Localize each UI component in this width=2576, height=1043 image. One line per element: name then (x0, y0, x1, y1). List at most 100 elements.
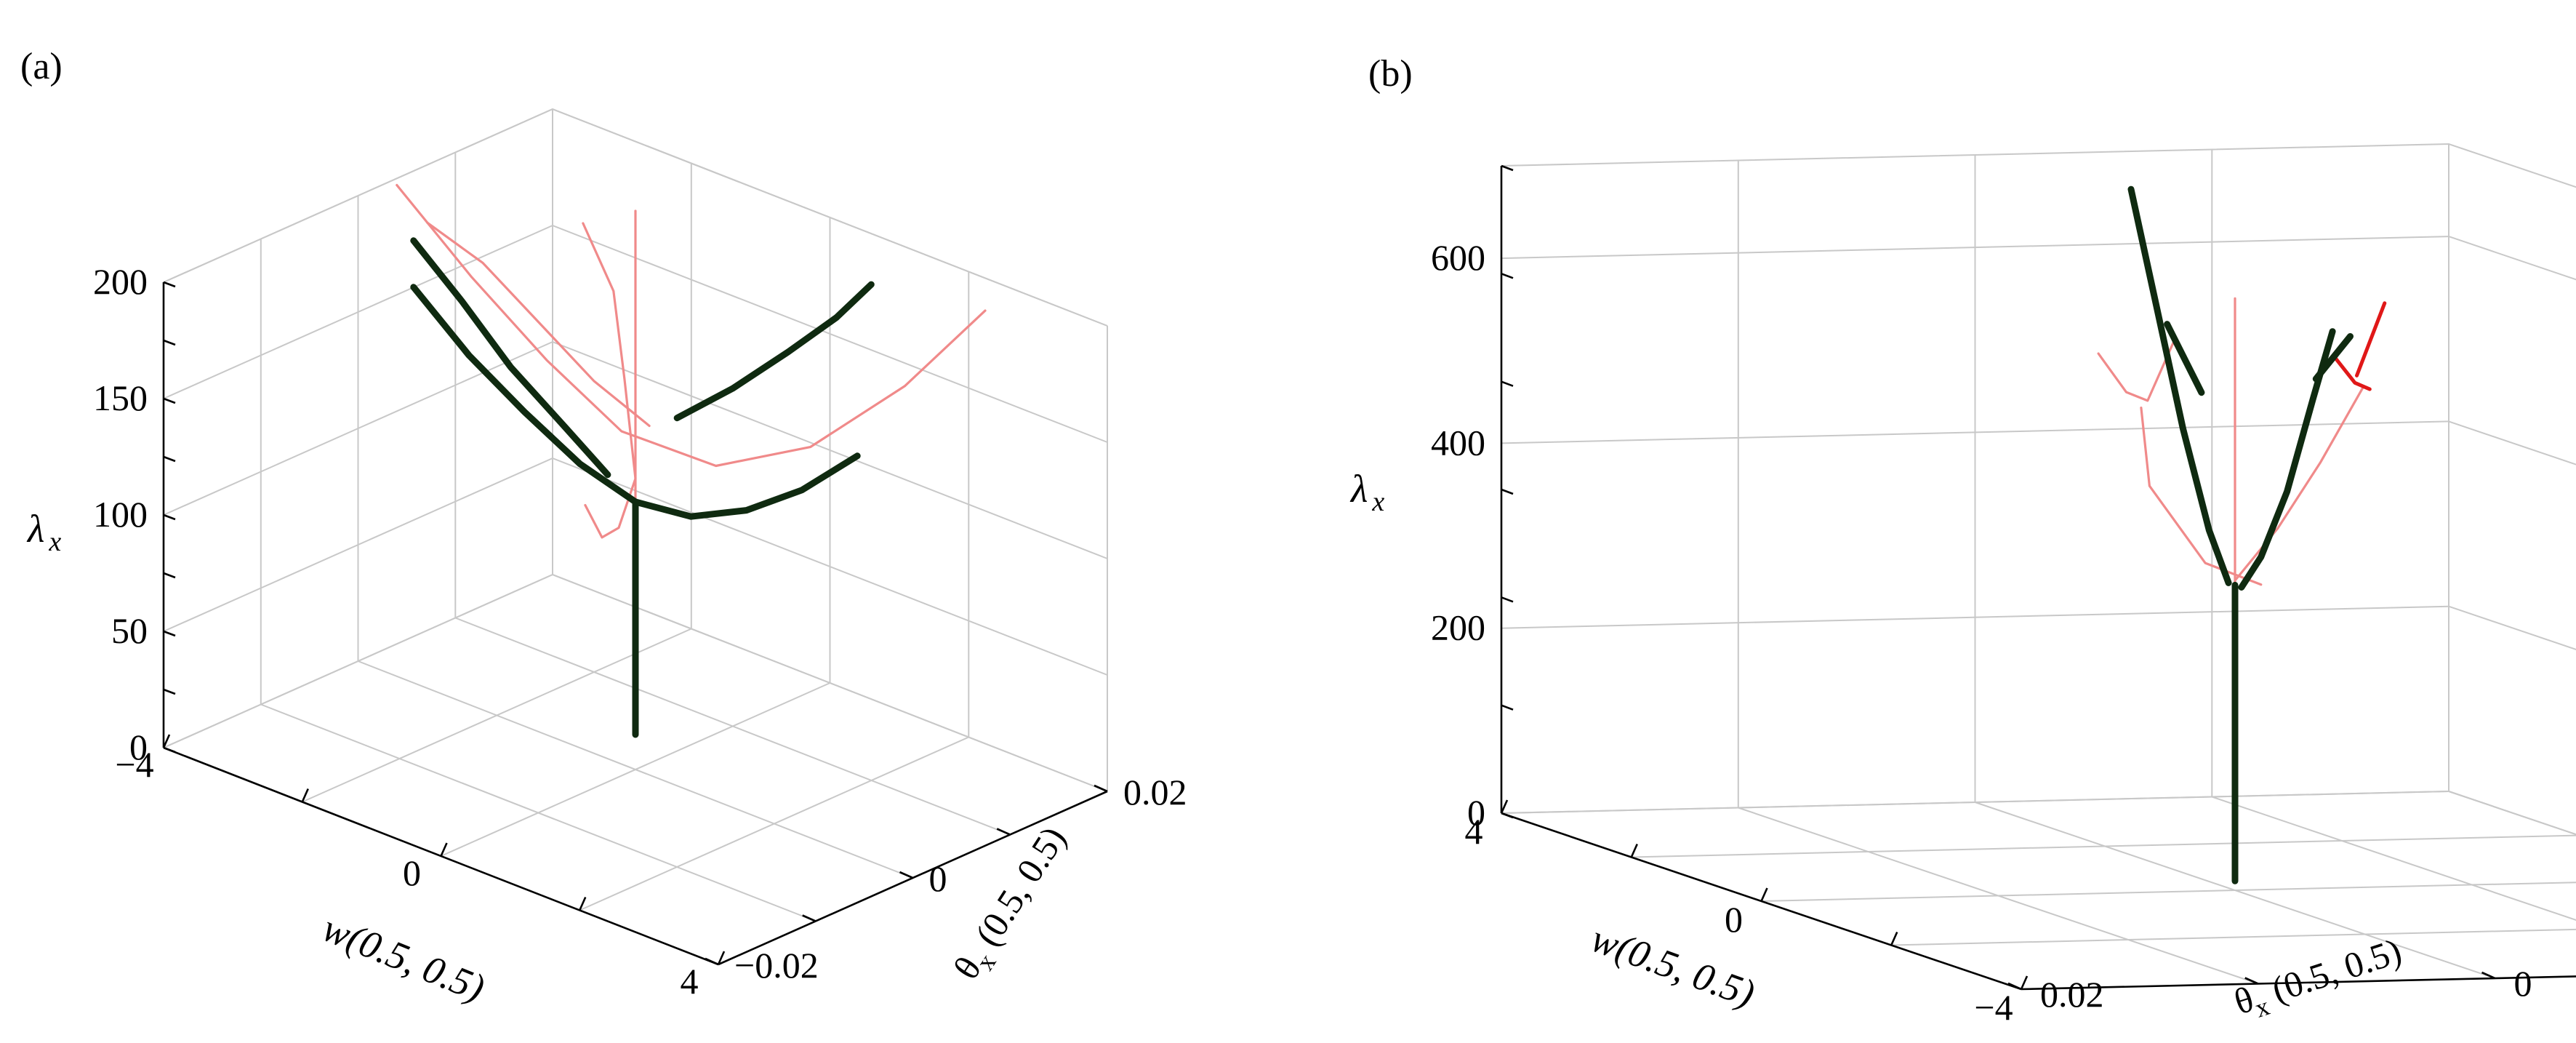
z-tick-label: 200 (93, 261, 148, 302)
z-tick-label: 100 (93, 494, 148, 535)
panel-b: 40−40.020−0.020200400600(b)λxw(0.5, 0.5)… (1349, 53, 2576, 1028)
y-axis-label: θx (0.5, 0.5) (945, 819, 1079, 990)
wall-grid-line (2448, 236, 2576, 281)
wall-grid-line (2448, 605, 2576, 650)
z-tick-label: 0 (129, 727, 148, 767)
z-tick-mark (1501, 273, 1514, 279)
series-group (396, 183, 987, 738)
x-tick-mark (2020, 975, 2029, 990)
x-tick-mark (1630, 843, 1638, 858)
y-tick-mark (802, 914, 816, 922)
panel-label: (a) (20, 46, 63, 87)
x-tick-mark (1500, 799, 1509, 814)
floor-grid-line (1738, 807, 2259, 985)
z-tick-mark (163, 688, 176, 695)
z-tick-mark (1501, 704, 1514, 711)
z-tick-mark (163, 746, 176, 754)
floor-grid-line (1975, 802, 2495, 979)
y-tick-mark (705, 957, 719, 966)
wall-grid-line (163, 574, 553, 748)
y-tick-label: 0 (2514, 963, 2532, 1004)
stable-branch-line-2 (410, 237, 611, 479)
stable-branch-line-3 (2312, 333, 2354, 383)
y-tick-label: 0.02 (2040, 974, 2104, 1015)
unstable-branch-line-10 (2097, 336, 2177, 402)
wall-grid-line (1501, 605, 2449, 629)
z-tick-label: 50 (111, 610, 148, 651)
x-tick-label: 4 (1465, 811, 1483, 852)
z-tick-mark (163, 397, 176, 404)
y-tick-mark (899, 871, 914, 879)
z-axis-label-main: λ (1349, 467, 1368, 511)
z-tick-mark (163, 455, 176, 463)
unstable-branch-line-5 (2355, 301, 2387, 377)
z-axis-label-sub: x (1371, 487, 1384, 517)
unstable-branch-line-7 (426, 221, 651, 428)
z-tick-mark (1501, 488, 1514, 495)
unstable-branch-line-8 (2234, 385, 2364, 582)
unstable-branch-line-9 (2140, 406, 2263, 586)
floor-grid-line (2448, 791, 2576, 836)
wall-grid-line (552, 225, 1108, 443)
z-axis-label-sub: x (48, 527, 61, 557)
z-tick-label: 150 (93, 377, 148, 418)
panel-label: (b) (1368, 53, 1413, 95)
wall-grid-line (1501, 236, 2449, 260)
box-edge (163, 108, 1108, 327)
unstable-branch-line-6 (396, 183, 987, 468)
x-axis-label: w(0.5, 0.5) (317, 906, 491, 1010)
z-tick-mark (163, 339, 176, 346)
wall-grid-line (2448, 791, 2576, 836)
y-tick-mark (2481, 971, 2496, 980)
y-axis-label: θx (0.5, 0.5) (2229, 930, 2408, 1028)
x-tick-label: −4 (115, 744, 153, 785)
x-tick-label: 0 (1725, 899, 1743, 940)
z-tick-mark (1501, 596, 1514, 603)
x-tick-label: 0 (403, 852, 421, 893)
wall-grid-line (552, 574, 1108, 792)
wall-grid-line (552, 341, 1108, 559)
x-tick-mark (1890, 931, 1898, 946)
z-tick-label: 0 (1467, 792, 1485, 833)
y-tick-mark (1094, 784, 1108, 793)
axes: 40−40.020−0.020200400600 (1431, 164, 2576, 1028)
z-tick-label: 600 (1431, 237, 1485, 278)
wall-grid-line (163, 225, 553, 399)
x-tick-label: −4 (1974, 987, 2013, 1028)
wall-grid-line (552, 457, 1108, 676)
x-tick-mark (301, 788, 309, 803)
z-tick-mark (163, 281, 176, 288)
floor-grid-line (454, 617, 1011, 836)
wall-grid-line (1501, 791, 2449, 814)
y-tick-label: −0.02 (734, 945, 819, 986)
wall-grid-line (1501, 420, 2449, 444)
y-tick-mark (996, 828, 1011, 836)
z-tick-mark (163, 513, 176, 521)
floor-grid-line (2211, 796, 2576, 922)
y-tick-mark (2007, 982, 2022, 991)
wall-grid-line (2448, 420, 2576, 465)
y-tick-label: 0 (929, 858, 947, 899)
z-tick-label: 400 (1431, 422, 1485, 463)
x-tick-label: 4 (681, 961, 699, 1002)
z-tick-mark (1501, 380, 1514, 387)
stable-branch-line-4 (2164, 321, 2205, 396)
stable-branch-line-1 (410, 284, 861, 520)
x-tick-mark (579, 896, 587, 911)
y-tick-mark (2244, 977, 2259, 985)
y-axis-label-rest: (0.5, 0.5) (962, 819, 1074, 961)
z-tick-mark (163, 630, 176, 637)
y-axis-label-rest: (0.5, 0.5) (2258, 930, 2407, 1013)
unstable-branch-line-6 (2332, 353, 2372, 391)
box-edge (1501, 143, 2576, 188)
floor-grid-line (1761, 882, 2576, 902)
stable-branch-line-3 (673, 281, 875, 422)
floor-grid-line (358, 660, 913, 879)
y-tick-label: 0.02 (1123, 772, 1187, 812)
stable-branch-line-2 (2238, 328, 2336, 591)
